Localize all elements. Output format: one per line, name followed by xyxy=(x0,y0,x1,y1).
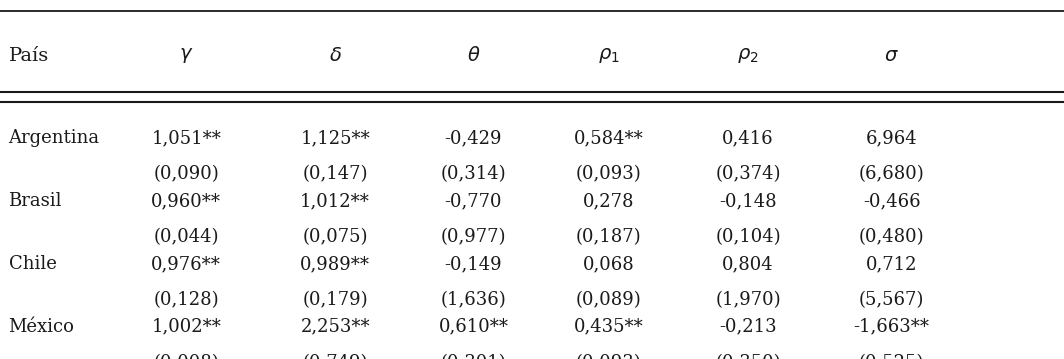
Text: (0,147): (0,147) xyxy=(302,165,368,183)
Text: 1,012**: 1,012** xyxy=(300,192,370,210)
Text: (0,093): (0,093) xyxy=(576,165,642,183)
Text: (0,314): (0,314) xyxy=(440,165,506,183)
Text: -0,466: -0,466 xyxy=(863,192,920,210)
Text: 1,125**: 1,125** xyxy=(300,129,370,147)
Text: (0,089): (0,089) xyxy=(576,291,642,309)
Text: País: País xyxy=(9,47,49,65)
Text: (0,090): (0,090) xyxy=(153,165,219,183)
Text: (6,680): (6,680) xyxy=(859,165,925,183)
Text: (0,075): (0,075) xyxy=(302,228,368,246)
Text: $\sigma$: $\sigma$ xyxy=(884,47,899,65)
Text: (0,128): (0,128) xyxy=(153,291,219,309)
Text: (0,749): (0,749) xyxy=(302,354,368,359)
Text: (1,636): (1,636) xyxy=(440,291,506,309)
Text: $\gamma$: $\gamma$ xyxy=(179,46,194,65)
Text: (0,525): (0,525) xyxy=(859,354,925,359)
Text: $\rho_1$: $\rho_1$ xyxy=(598,46,619,65)
Text: $\rho_2$: $\rho_2$ xyxy=(737,46,759,65)
Text: 0,712: 0,712 xyxy=(866,255,917,273)
Text: -0,148: -0,148 xyxy=(719,192,777,210)
Text: -0,770: -0,770 xyxy=(445,192,502,210)
Text: México: México xyxy=(9,318,74,336)
Text: (0,480): (0,480) xyxy=(859,228,925,246)
Text: (0,301): (0,301) xyxy=(440,354,506,359)
Text: (0,179): (0,179) xyxy=(302,291,368,309)
Text: (0,977): (0,977) xyxy=(440,228,506,246)
Text: 0,804: 0,804 xyxy=(722,255,774,273)
Text: 0,960**: 0,960** xyxy=(151,192,221,210)
Text: (0,044): (0,044) xyxy=(153,228,219,246)
Text: 0,068: 0,068 xyxy=(583,255,634,273)
Text: (5,567): (5,567) xyxy=(859,291,925,309)
Text: 0,610**: 0,610** xyxy=(438,318,509,336)
Text: 0,278: 0,278 xyxy=(583,192,634,210)
Text: 1,002**: 1,002** xyxy=(151,318,221,336)
Text: Argentina: Argentina xyxy=(9,129,100,147)
Text: 2,253**: 2,253** xyxy=(300,318,370,336)
Text: 0,584**: 0,584** xyxy=(573,129,644,147)
Text: -1,663**: -1,663** xyxy=(853,318,930,336)
Text: -0,429: -0,429 xyxy=(445,129,502,147)
Text: (0,093): (0,093) xyxy=(576,354,642,359)
Text: (1,970): (1,970) xyxy=(715,291,781,309)
Text: 6,964: 6,964 xyxy=(866,129,917,147)
Text: 0,976**: 0,976** xyxy=(151,255,221,273)
Text: -0,213: -0,213 xyxy=(719,318,777,336)
Text: -0,149: -0,149 xyxy=(445,255,502,273)
Text: 0,435**: 0,435** xyxy=(573,318,644,336)
Text: (0,374): (0,374) xyxy=(715,165,781,183)
Text: (0,008): (0,008) xyxy=(153,354,219,359)
Text: 0,989**: 0,989** xyxy=(300,255,370,273)
Text: Brasil: Brasil xyxy=(9,192,62,210)
Text: 1,051**: 1,051** xyxy=(151,129,221,147)
Text: $\theta$: $\theta$ xyxy=(467,46,480,65)
Text: $\delta$: $\delta$ xyxy=(329,47,342,65)
Text: (0,187): (0,187) xyxy=(576,228,642,246)
Text: (0,350): (0,350) xyxy=(715,354,781,359)
Text: Chile: Chile xyxy=(9,255,56,273)
Text: (0,104): (0,104) xyxy=(715,228,781,246)
Text: 0,416: 0,416 xyxy=(722,129,774,147)
